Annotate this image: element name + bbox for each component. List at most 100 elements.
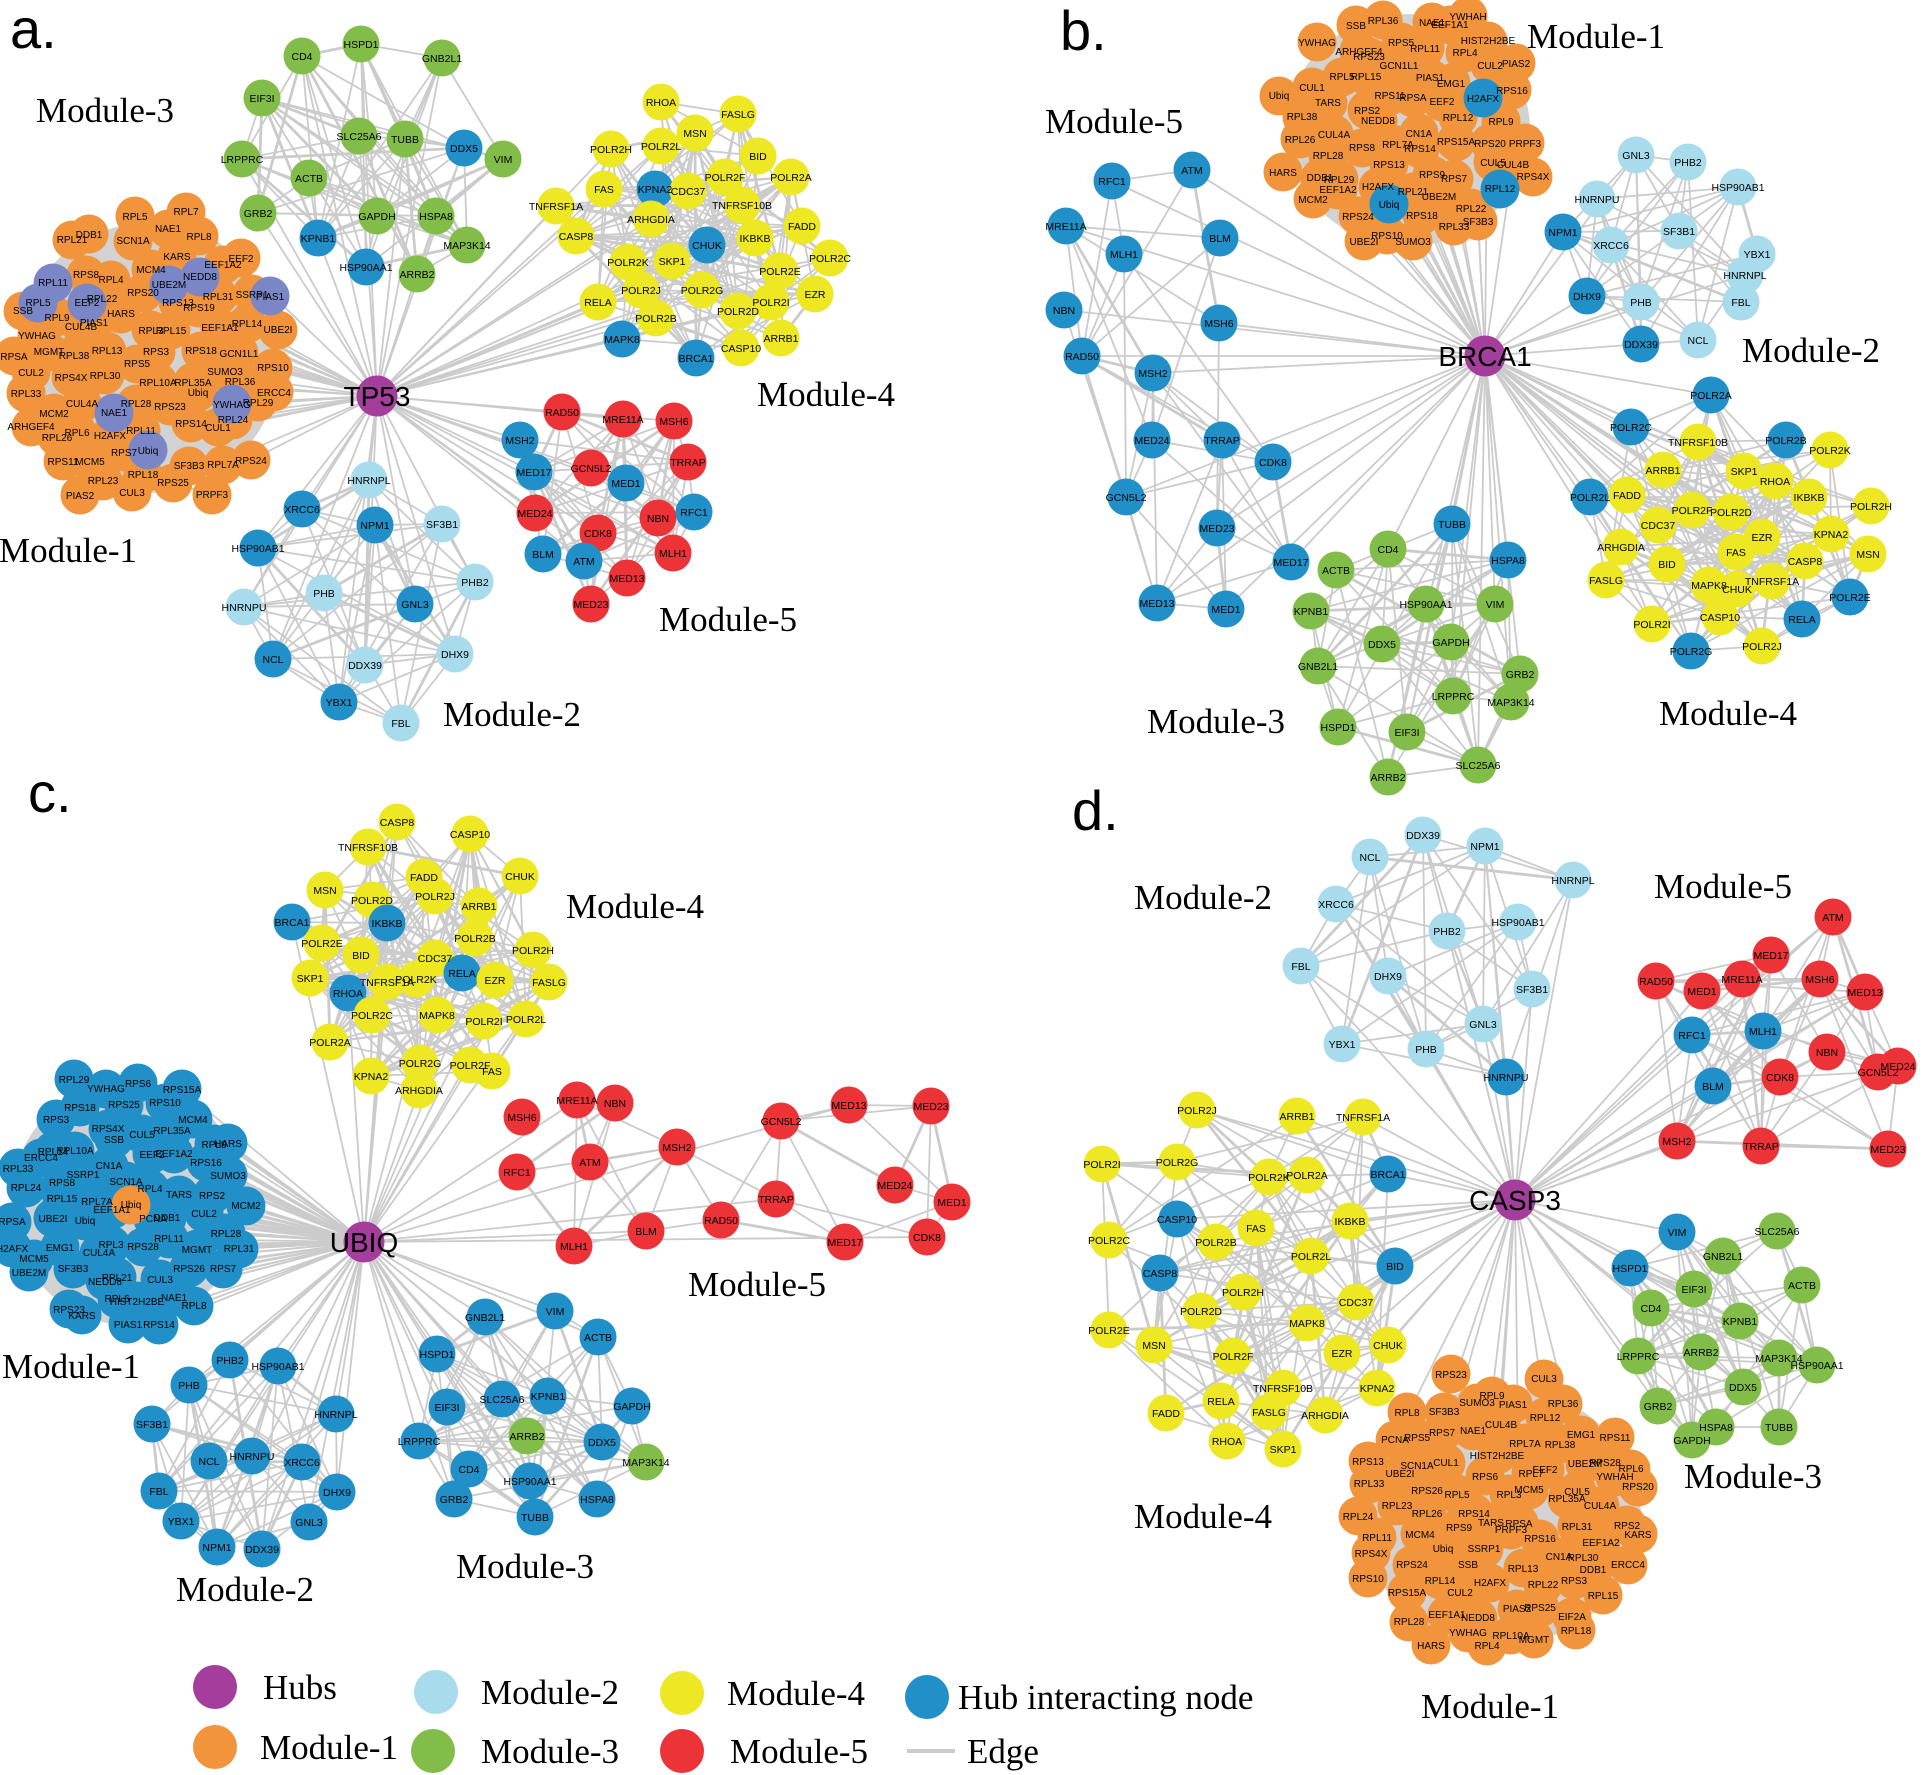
svg-text:XRCC6: XRCC6 xyxy=(1593,240,1629,252)
svg-text:CUL5: CUL5 xyxy=(1480,158,1506,169)
svg-text:UBE2M: UBE2M xyxy=(1568,1459,1602,1470)
svg-text:POLR2B: POLR2B xyxy=(635,313,676,325)
svg-text:POLR2I: POLR2I xyxy=(1083,1159,1120,1171)
svg-text:MAPK8: MAPK8 xyxy=(419,1010,455,1022)
svg-text:CUL2: CUL2 xyxy=(191,1209,217,1220)
svg-text:POLR2G: POLR2G xyxy=(681,285,724,297)
svg-text:MGMT: MGMT xyxy=(182,1245,213,1256)
svg-text:UBE2I: UBE2I xyxy=(1386,1469,1415,1480)
svg-text:RPL7A: RPL7A xyxy=(81,1197,113,1208)
svg-text:DDX5: DDX5 xyxy=(1729,1382,1757,1394)
svg-text:RPS23: RPS23 xyxy=(1353,52,1385,63)
svg-text:FADD: FADD xyxy=(788,221,816,233)
svg-text:CUL4A: CUL4A xyxy=(83,1248,116,1259)
svg-text:RPS6: RPS6 xyxy=(125,1079,152,1090)
svg-text:d.: d. xyxy=(1072,779,1119,842)
svg-text:RPL7: RPL7 xyxy=(1518,1469,1543,1480)
svg-text:RPS6: RPS6 xyxy=(1472,1472,1499,1483)
svg-text:DHX9: DHX9 xyxy=(1374,971,1402,983)
svg-text:PHB2: PHB2 xyxy=(1433,926,1461,938)
svg-text:UBE2I: UBE2I xyxy=(39,1214,68,1225)
svg-text:MSH6: MSH6 xyxy=(1805,974,1834,986)
svg-text:HSP90AA1: HSP90AA1 xyxy=(339,262,392,274)
svg-text:VIM: VIM xyxy=(494,154,513,166)
svg-text:CDK8: CDK8 xyxy=(584,528,612,540)
svg-text:EZR: EZR xyxy=(1332,1348,1353,1360)
svg-text:VIM: VIM xyxy=(1668,1227,1687,1239)
svg-text:ARRB1: ARRB1 xyxy=(763,333,798,345)
svg-text:POLR2L: POLR2L xyxy=(1291,1251,1331,1263)
svg-text:POLR2C: POLR2C xyxy=(1088,1235,1130,1247)
svg-text:HSP90AB1: HSP90AB1 xyxy=(1491,917,1544,929)
svg-text:RPL21: RPL21 xyxy=(1398,187,1429,198)
svg-text:MSN: MSN xyxy=(1856,549,1879,561)
svg-text:NEDD8: NEDD8 xyxy=(1361,116,1395,127)
svg-text:PRPF3: PRPF3 xyxy=(1509,139,1542,150)
svg-text:BID: BID xyxy=(749,151,767,163)
svg-text:RPS15A: RPS15A xyxy=(1388,1588,1427,1599)
svg-text:RPL35A: RPL35A xyxy=(1548,1494,1586,1505)
svg-text:RPS11: RPS11 xyxy=(1375,91,1406,102)
svg-text:RPS10: RPS10 xyxy=(1371,231,1403,242)
svg-text:ARRB2: ARRB2 xyxy=(1370,772,1405,784)
svg-text:GAPDH: GAPDH xyxy=(1432,637,1469,649)
svg-text:RHOA: RHOA xyxy=(1212,1436,1242,1448)
svg-text:RPL12: RPL12 xyxy=(1443,113,1474,124)
svg-text:RPS16: RPS16 xyxy=(1524,1534,1556,1545)
svg-text:POLR2C: POLR2C xyxy=(809,253,851,265)
svg-text:YWHAH: YWHAH xyxy=(1449,12,1486,23)
svg-text:NBN: NBN xyxy=(1816,1047,1838,1059)
svg-text:RPL6: RPL6 xyxy=(1618,1464,1643,1475)
svg-text:POLR2A: POLR2A xyxy=(309,1037,350,1049)
svg-text:MLH1: MLH1 xyxy=(560,1241,588,1253)
svg-text:HARS: HARS xyxy=(1417,1641,1445,1652)
svg-text:POLR2F: POLR2F xyxy=(450,1060,491,1072)
svg-text:GCN5L2: GCN5L2 xyxy=(761,1116,802,1128)
svg-text:RPL28: RPL28 xyxy=(1394,1617,1425,1628)
svg-text:FBL: FBL xyxy=(149,1486,168,1498)
svg-text:Module-5: Module-5 xyxy=(1045,102,1183,141)
svg-text:ARRB1: ARRB1 xyxy=(1279,1111,1314,1123)
svg-text:UBE2M: UBE2M xyxy=(1422,192,1456,203)
svg-text:POLR2I: POLR2I xyxy=(465,1016,502,1028)
svg-text:MCM2: MCM2 xyxy=(1298,195,1328,206)
svg-text:CUL2: CUL2 xyxy=(18,368,44,379)
svg-text:CUL2: CUL2 xyxy=(1447,1588,1473,1599)
svg-text:MAP3K14: MAP3K14 xyxy=(1755,1353,1802,1365)
svg-text:NAE1: NAE1 xyxy=(1419,18,1446,29)
svg-text:GCN1L1: GCN1L1 xyxy=(220,349,259,360)
svg-text:CUL3: CUL3 xyxy=(119,488,145,499)
svg-text:RPS26: RPS26 xyxy=(173,1264,205,1275)
svg-text:SKP1: SKP1 xyxy=(1731,466,1758,478)
svg-text:SLC25A6: SLC25A6 xyxy=(1755,1226,1800,1238)
svg-text:RPL11: RPL11 xyxy=(38,278,68,289)
svg-text:POLR2B: POLR2B xyxy=(454,933,495,945)
svg-text:POLR2G: POLR2G xyxy=(1670,646,1713,658)
svg-text:TUBB: TUBB xyxy=(391,134,419,146)
svg-text:BID: BID xyxy=(1386,1261,1404,1273)
svg-text:RPL5: RPL5 xyxy=(1329,72,1354,83)
svg-text:EEF1A1: EEF1A1 xyxy=(93,1205,131,1216)
svg-text:NCL: NCL xyxy=(198,1456,219,1468)
svg-text:Module-5: Module-5 xyxy=(688,1265,826,1304)
svg-text:RPL31: RPL31 xyxy=(224,1244,255,1255)
svg-text:HSPD1: HSPD1 xyxy=(419,1349,454,1361)
svg-text:MED17: MED17 xyxy=(1273,557,1308,569)
svg-text:ARRB2: ARRB2 xyxy=(509,1431,544,1443)
svg-text:RPL26: RPL26 xyxy=(42,433,73,444)
svg-text:RPL15: RPL15 xyxy=(47,1194,78,1205)
svg-text:HSPA8: HSPA8 xyxy=(1699,1422,1733,1434)
svg-text:GNB2L1: GNB2L1 xyxy=(422,53,462,65)
svg-text:RPL22: RPL22 xyxy=(1456,204,1487,215)
svg-text:IKBKB: IKBKB xyxy=(1335,1216,1366,1228)
svg-text:EIF3I: EIF3I xyxy=(434,1402,459,1414)
svg-text:RPL9: RPL9 xyxy=(201,1140,226,1151)
svg-text:CD4: CD4 xyxy=(291,51,312,63)
svg-text:MSH6: MSH6 xyxy=(659,416,688,428)
svg-text:CASP8: CASP8 xyxy=(380,817,415,829)
svg-text:KPNB1: KPNB1 xyxy=(1723,1316,1758,1328)
svg-text:Module-1: Module-1 xyxy=(1527,17,1665,56)
svg-text:XRCC6: XRCC6 xyxy=(284,504,320,516)
svg-text:RPL33: RPL33 xyxy=(1439,222,1470,233)
svg-text:RPL13: RPL13 xyxy=(1508,1564,1539,1575)
